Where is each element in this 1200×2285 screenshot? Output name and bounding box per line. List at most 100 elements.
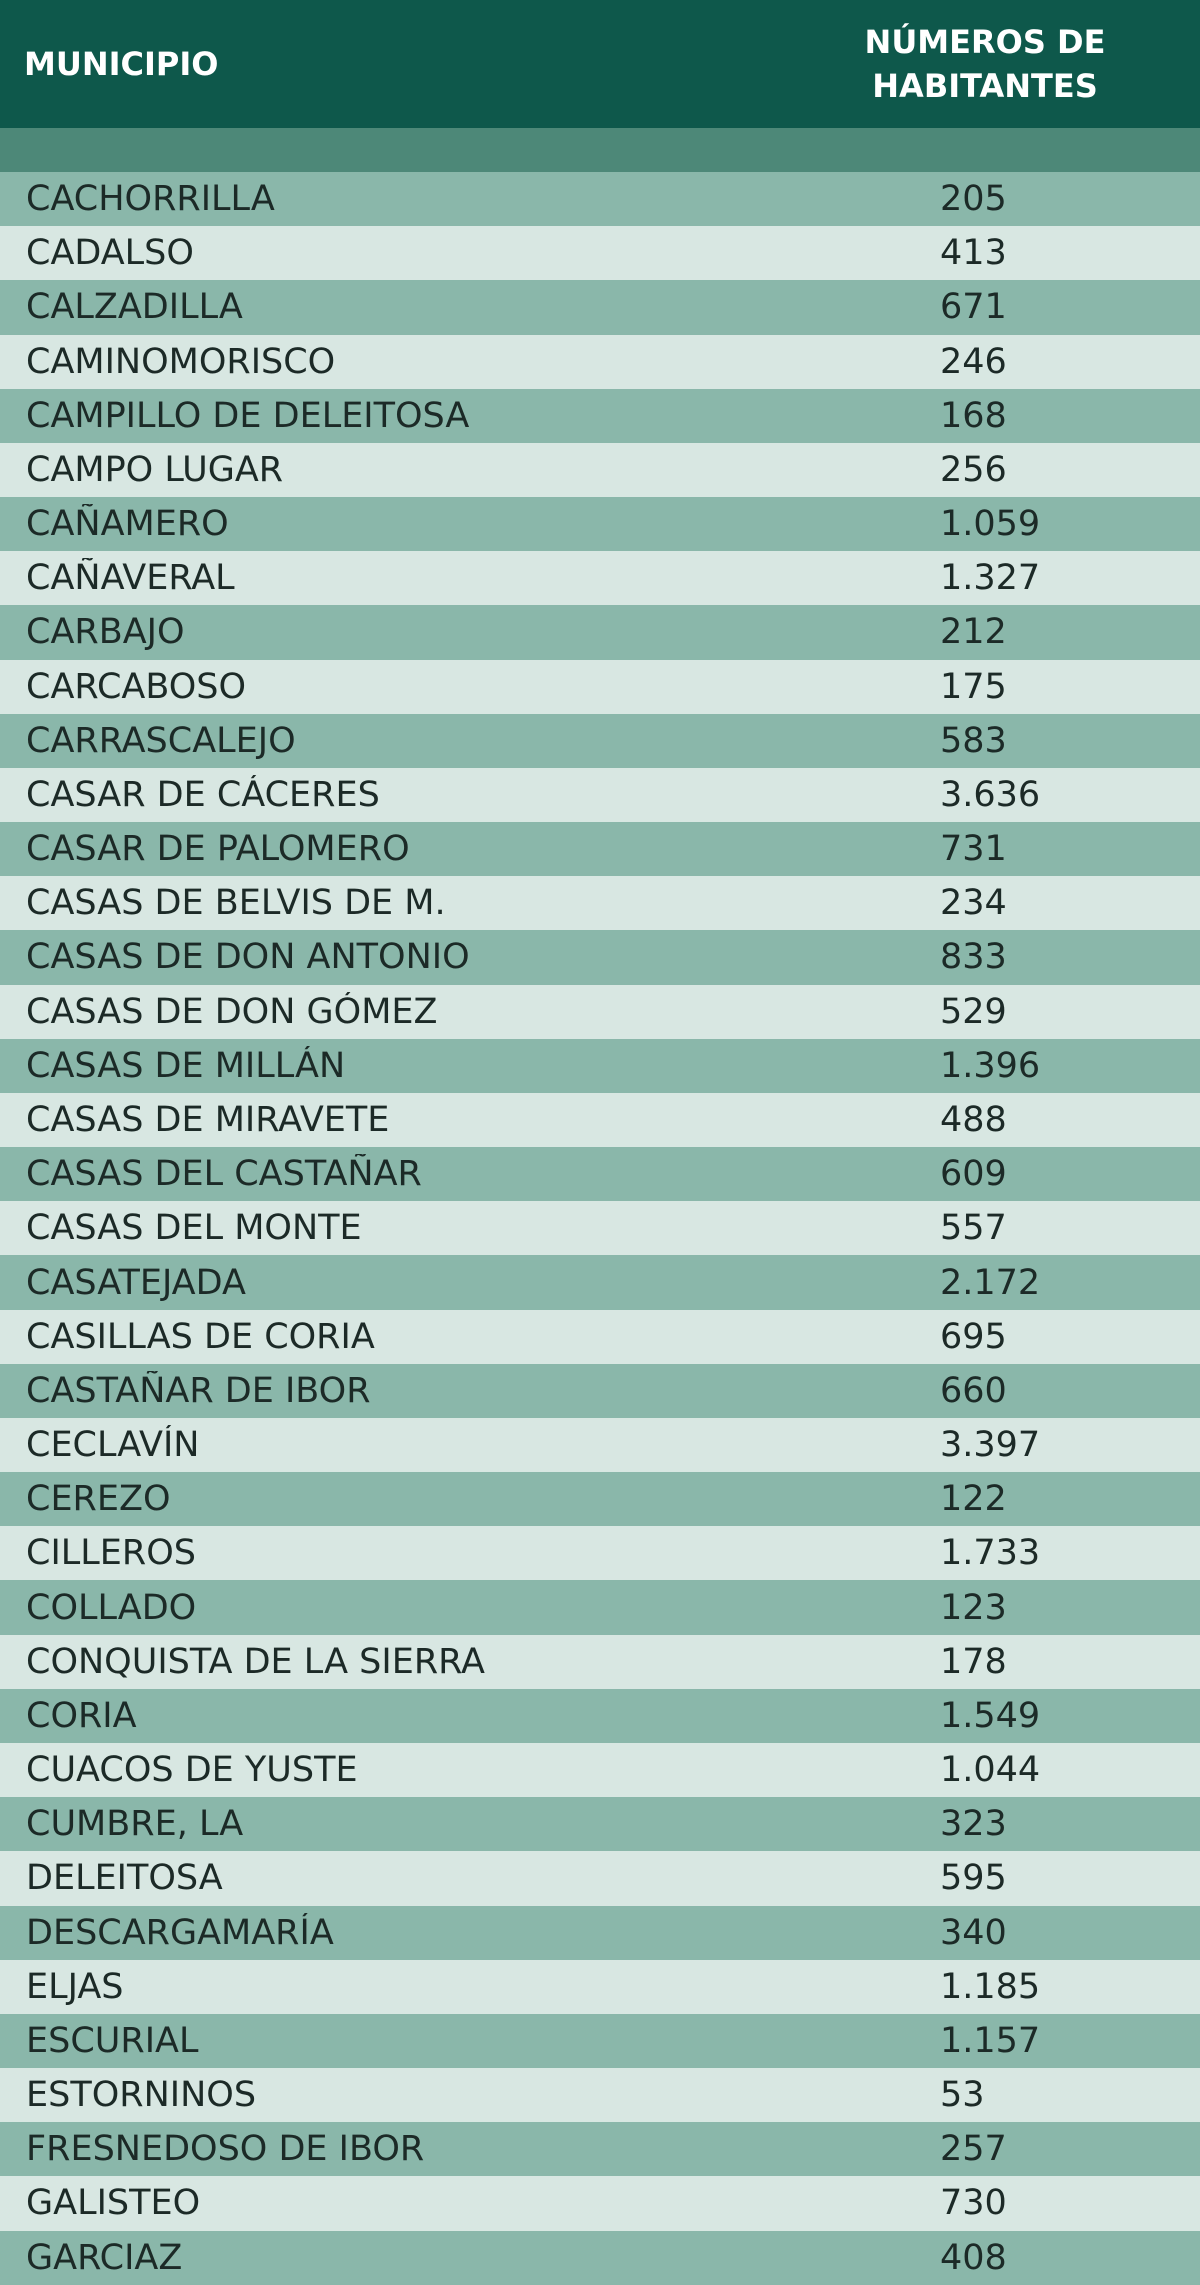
cell-municipio: GARCIAZ <box>26 2237 183 2278</box>
table-row: ESCURIAL 1.157 <box>0 2013 1200 2069</box>
cell-habitantes: 3.397 <box>940 1425 1041 1466</box>
cell-habitantes: 1.157 <box>940 2020 1041 2061</box>
cell-municipio: CASTAÑAR DE IBOR <box>26 1370 371 1411</box>
cell-habitantes: 695 <box>940 1316 1007 1357</box>
table-row: CASAR DE CÁCERES 3.636 <box>0 767 1200 823</box>
cell-municipio: CARBAJO <box>26 612 185 653</box>
table-row: CASTAÑAR DE IBOR 660 <box>0 1363 1200 1418</box>
header-habitantes: NÚMEROS DE HABITANTES <box>830 20 1200 108</box>
table-body: CACHORRILLA 205 CADALSO 413 CALZADILLA 671 CAM… <box>0 172 1200 2285</box>
table-row: CILLEROS 1.733 <box>0 1526 1200 1581</box>
table-row: CASAS DE MIRAVETE 488 <box>0 1092 1200 1148</box>
cell-habitantes: 212 <box>940 612 1007 653</box>
cell-habitantes: 833 <box>940 937 1007 978</box>
cell-habitantes: 529 <box>940 991 1007 1032</box>
cell-habitantes: 1.396 <box>940 1045 1041 1086</box>
table-row: CAMPILLO DE DELEITOSA 168 <box>0 388 1200 443</box>
cell-municipio: CAMPILLO DE DELEITOSA <box>26 395 470 436</box>
table-row: CARCABOSO 175 <box>0 659 1200 714</box>
cell-habitantes: 413 <box>940 233 1007 274</box>
cell-habitantes: 1.044 <box>940 1750 1041 1791</box>
table-row: CUACOS DE YUSTE 1.044 <box>0 1742 1200 1798</box>
header-habitantes-line1: NÚMEROS DE <box>864 23 1106 61</box>
cell-municipio: CASAS DEL CASTAÑAR <box>26 1154 422 1195</box>
cell-habitantes: 123 <box>940 1587 1007 1628</box>
cell-habitantes: 671 <box>940 287 1007 328</box>
table-row: ELJAS 1.185 <box>0 1959 1200 2014</box>
cell-municipio: CARRASCALEJO <box>26 720 296 761</box>
table-header: MUNICIPIO NÚMEROS DE HABITANTES <box>0 0 1200 128</box>
cell-municipio: CASAS DE BELVIS DE M. <box>26 883 446 924</box>
cell-municipio: CASAS DE DON ANTONIO <box>26 937 470 978</box>
cell-municipio: CASAR DE PALOMERO <box>26 829 410 870</box>
cell-municipio: CEREZO <box>26 1479 171 1520</box>
cell-municipio: DESCARGAMARÍA <box>26 1912 334 1953</box>
cell-habitantes: 1.733 <box>940 1533 1041 1574</box>
cell-municipio: CASAS DE DON GÓMEZ <box>26 991 438 1032</box>
cell-municipio: CASAS DE MIRAVETE <box>26 1100 390 1140</box>
cell-municipio: CASAR DE CÁCERES <box>26 774 380 815</box>
table-row: CUMBRE, LA 323 <box>0 1797 1200 1852</box>
table-row: CASAS DE DON ANTONIO 833 <box>0 930 1200 985</box>
table-row: CAMPO LUGAR 256 <box>0 442 1200 498</box>
cell-municipio: CALZADILLA <box>26 287 243 328</box>
cell-habitantes: 583 <box>940 720 1007 761</box>
cell-habitantes: 1.549 <box>940 1695 1041 1736</box>
cell-habitantes: 178 <box>940 1641 1007 1682</box>
cell-habitantes: 488 <box>940 1100 1007 1140</box>
table-row: CARRASCALEJO 583 <box>0 713 1200 768</box>
cell-habitantes: 3.636 <box>940 774 1041 815</box>
cell-habitantes: 609 <box>940 1154 1007 1195</box>
cell-municipio: COLLADO <box>26 1587 197 1628</box>
cell-habitantes: 175 <box>940 666 1007 707</box>
table-row: CASAR DE PALOMERO 731 <box>0 822 1200 877</box>
header-habitantes-line2: HABITANTES <box>872 67 1098 105</box>
cell-municipio: CADALSO <box>26 233 194 274</box>
table-row: GARCIAZ 408 <box>0 2230 1200 2285</box>
table-row: GALISTEO 730 <box>0 2176 1200 2231</box>
cell-municipio: ESTORNINOS <box>26 2075 257 2116</box>
cell-municipio: CAMPO LUGAR <box>26 449 284 490</box>
cell-habitantes: 234 <box>940 883 1007 924</box>
cell-municipio: CILLEROS <box>26 1533 196 1574</box>
cell-municipio: CASILLAS DE CORIA <box>26 1316 375 1357</box>
table-row: CEREZO 122 <box>0 1472 1200 1527</box>
table-row: CECLAVÍN 3.397 <box>0 1417 1200 1473</box>
table-row: CASILLAS DE CORIA 695 <box>0 1309 1200 1364</box>
cell-habitantes: 2.172 <box>940 1262 1041 1303</box>
cell-municipio: CACHORRILLA <box>26 179 275 220</box>
cell-habitantes: 660 <box>940 1370 1007 1411</box>
table-row: COLLADO 123 <box>0 1580 1200 1635</box>
table-row: DESCARGAMARÍA 340 <box>0 1905 1200 1960</box>
cell-habitantes: 246 <box>940 341 1007 382</box>
cell-municipio: CAÑAVERAL <box>26 558 235 599</box>
table-row: CAÑAVERAL 1.327 <box>0 551 1200 606</box>
cell-municipio: CASAS DEL MONTE <box>26 1208 362 1249</box>
cell-habitantes: 1.059 <box>940 504 1041 545</box>
table-row: CALZADILLA 671 <box>0 280 1200 335</box>
cell-municipio: CASATEJADA <box>26 1262 246 1303</box>
cell-municipio: CUACOS DE YUSTE <box>26 1750 358 1791</box>
header-divider-band <box>0 128 1200 172</box>
table-row: CASAS DE MILLÁN 1.396 <box>0 1038 1200 1093</box>
cell-municipio: CAÑAMERO <box>26 504 229 545</box>
cell-municipio: CORIA <box>26 1695 137 1736</box>
cell-municipio: GALISTEO <box>26 2183 201 2224</box>
table-row: CASAS DE DON GÓMEZ 529 <box>0 984 1200 1039</box>
cell-municipio: ELJAS <box>26 1966 124 2007</box>
table-row: ESTORNINOS 53 <box>0 2068 1200 2123</box>
table-row: CADALSO 413 <box>0 226 1200 281</box>
cell-municipio: DELEITOSA <box>26 1858 223 1899</box>
cell-habitantes: 731 <box>940 829 1007 870</box>
table-row: CONQUISTA DE LA SIERRA 178 <box>0 1634 1200 1689</box>
table-row: CASAS DEL CASTAÑAR 609 <box>0 1147 1200 1202</box>
table-row: FRESNEDOSO DE IBOR 257 <box>0 2122 1200 2177</box>
table-row: CORIA 1.549 <box>0 1688 1200 1743</box>
table-row: CASAS DE BELVIS DE M. 234 <box>0 876 1200 931</box>
cell-habitantes: 323 <box>940 1804 1007 1845</box>
cell-habitantes: 730 <box>940 2183 1007 2224</box>
cell-municipio: CUMBRE, LA <box>26 1804 244 1845</box>
cell-habitantes: 257 <box>940 2129 1007 2170</box>
cell-habitantes: 256 <box>940 449 1007 490</box>
